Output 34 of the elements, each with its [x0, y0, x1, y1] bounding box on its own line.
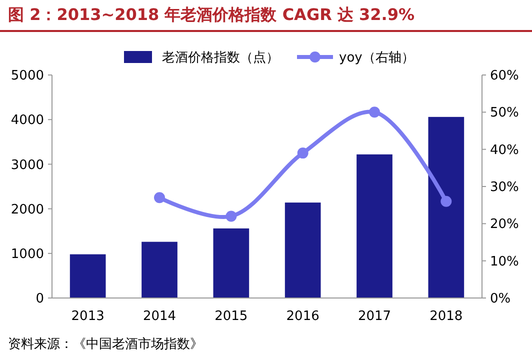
- legend-label: 老酒价格指数（点）: [162, 50, 279, 66]
- y2-tick-label: 0%: [490, 292, 511, 307]
- x-tick-label: 2017: [358, 309, 392, 324]
- bar: [356, 154, 392, 298]
- x-tick-label: 2018: [430, 309, 463, 324]
- x-tick-label: 2014: [142, 309, 176, 324]
- y-tick-label: 3000: [10, 158, 44, 173]
- y2-tick-label: 40%: [490, 142, 519, 158]
- y2-tick-label: 60%: [490, 68, 519, 84]
- y-tick-label: 1000: [10, 246, 44, 262]
- bar: [142, 242, 178, 298]
- y-tick-label: 2000: [10, 202, 44, 218]
- point: [154, 192, 165, 204]
- x-tick-label: 2015: [214, 309, 248, 324]
- point: [440, 196, 452, 207]
- legend-label: yoy（右轴）: [339, 50, 414, 66]
- point: [297, 148, 308, 159]
- x-tick-label: 2013: [71, 309, 104, 324]
- y-tick-label: 0: [36, 292, 44, 307]
- point: [226, 210, 237, 222]
- x-tick-label: 2016: [286, 309, 320, 324]
- chart-title: 图 2：2013~2018 年老酒价格指数 CAGR 达 32.9%: [8, 5, 415, 24]
- bar: [284, 202, 321, 298]
- y-tick-label: 4000: [10, 113, 44, 128]
- y2-tick-label: 20%: [490, 217, 519, 232]
- bar: [70, 254, 106, 298]
- text: 资料来源：《中国老酒市场指数》: [8, 337, 203, 352]
- y-tick-label: 5000: [10, 68, 44, 84]
- point: [369, 106, 380, 118]
- bar: [213, 228, 250, 298]
- y2-tick-label: 50%: [490, 106, 519, 121]
- y2-tick-label: 30%: [490, 180, 519, 196]
- y2-tick-label: 10%: [490, 254, 519, 270]
- bar: [428, 116, 464, 298]
